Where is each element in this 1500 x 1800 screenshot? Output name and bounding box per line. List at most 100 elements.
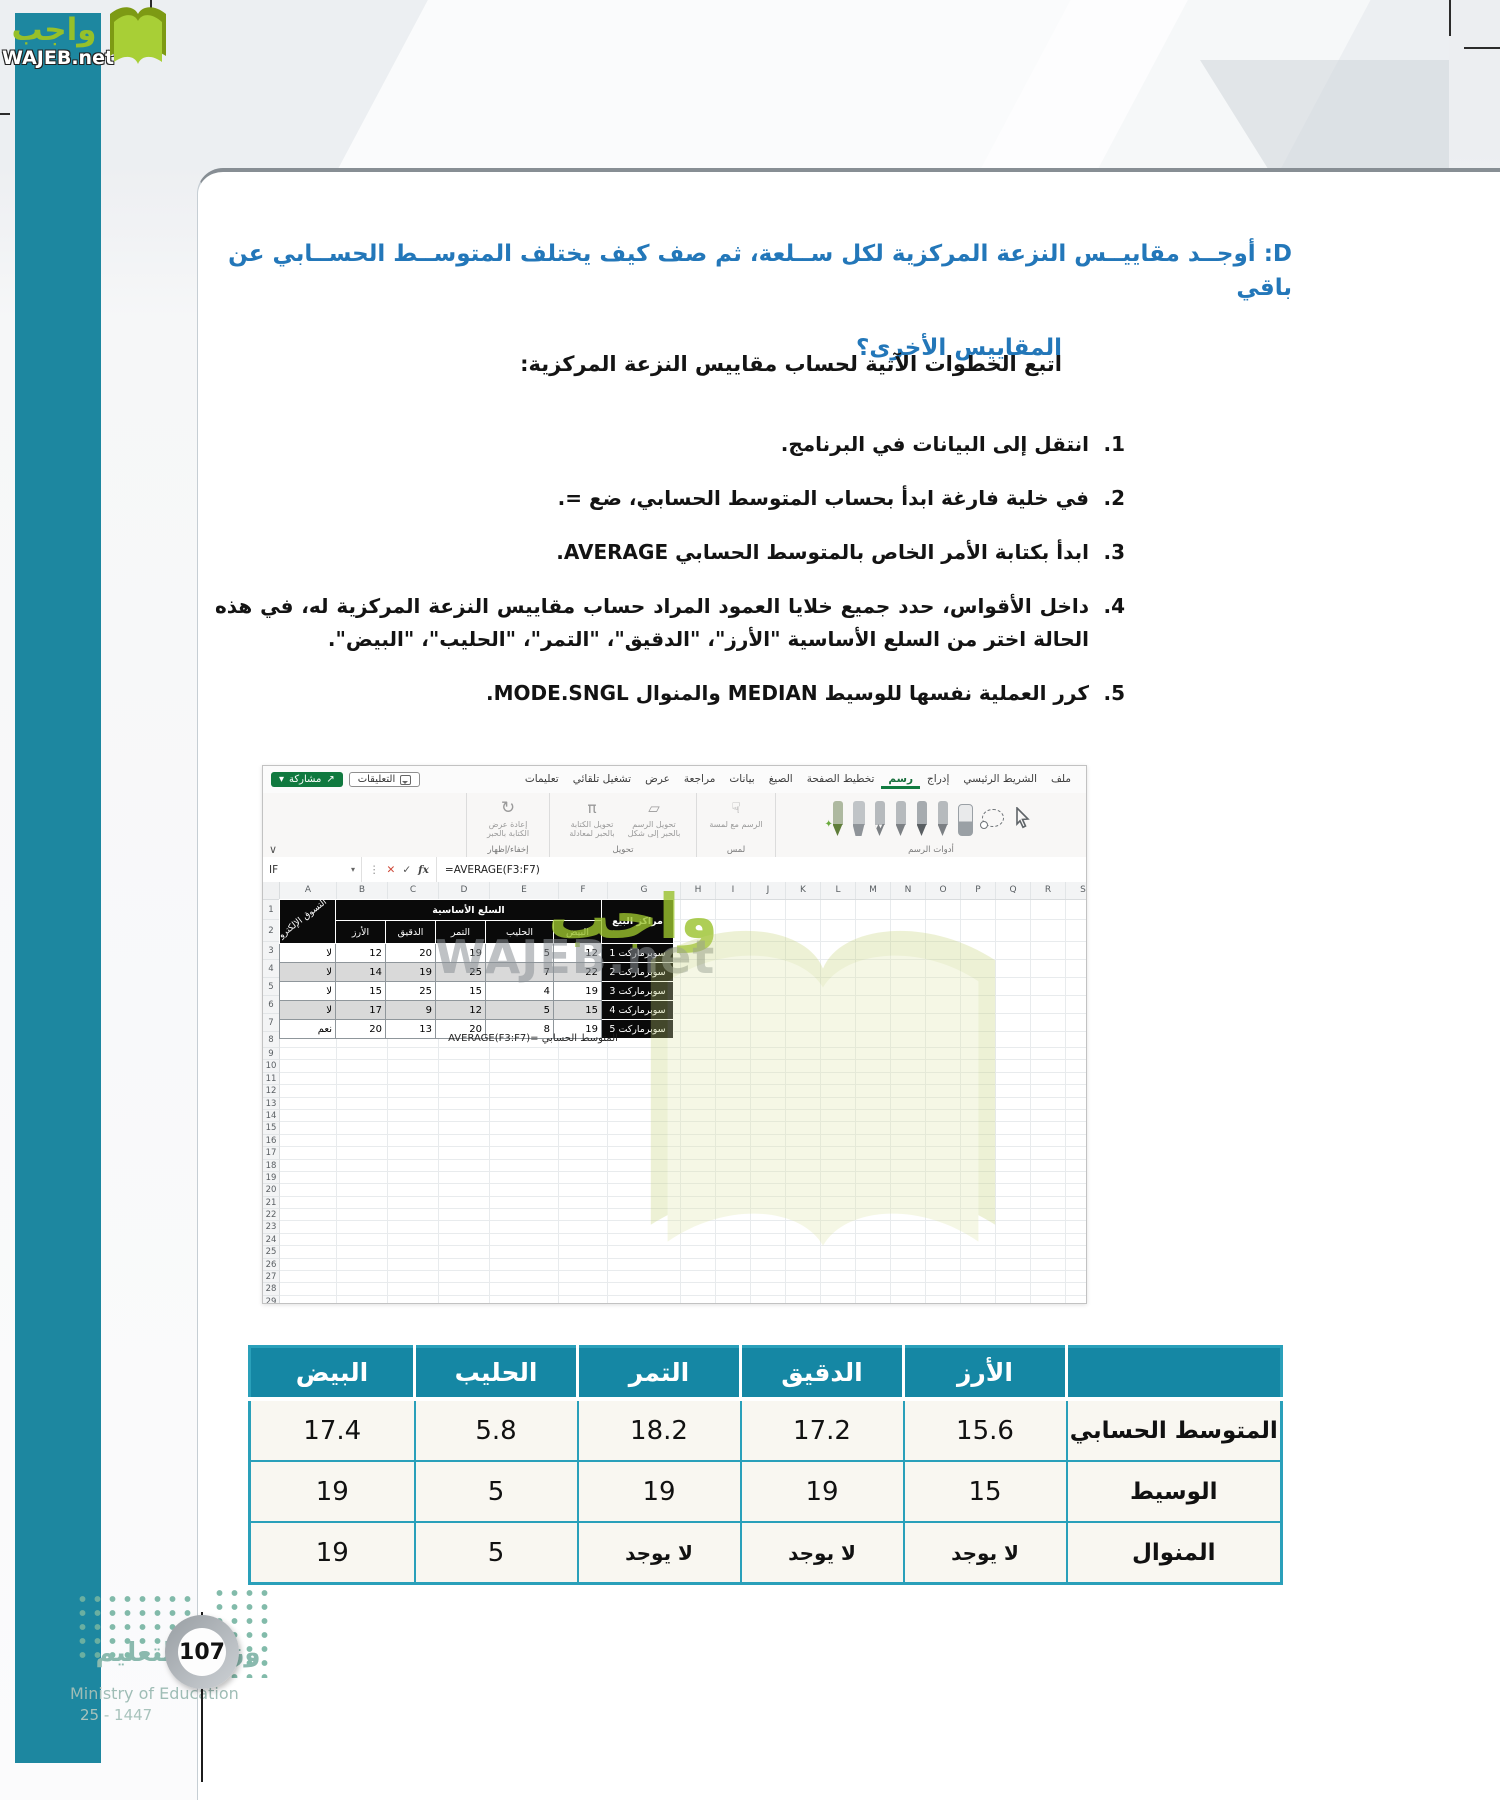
grid-cell[interactable] xyxy=(559,1196,608,1210)
grid-cell[interactable] xyxy=(996,1184,1031,1197)
grid-cell[interactable] xyxy=(716,1196,751,1210)
grid-cell[interactable] xyxy=(961,1295,996,1303)
grid-cell[interactable] xyxy=(439,1048,490,1061)
grid-cell[interactable] xyxy=(608,1109,681,1123)
grid-cell[interactable] xyxy=(337,1147,388,1160)
grid-cell[interactable] xyxy=(821,1283,856,1296)
grid-cell[interactable] xyxy=(751,1109,786,1123)
grid-cell[interactable] xyxy=(786,900,821,920)
grid-cell[interactable] xyxy=(926,1014,961,1032)
grid-cell[interactable] xyxy=(490,1283,559,1296)
grid-cell[interactable] xyxy=(891,1171,926,1185)
grid-cell[interactable] xyxy=(559,1097,608,1110)
grid-cell[interactable] xyxy=(280,1271,337,1284)
grid-cell[interactable] xyxy=(891,1060,926,1073)
grid-cell[interactable] xyxy=(716,1134,751,1148)
value-cell[interactable]: 19 xyxy=(385,962,436,982)
grid-cell[interactable] xyxy=(490,1072,559,1086)
grid-cell[interactable] xyxy=(926,1032,961,1048)
grid-cell[interactable] xyxy=(439,1122,490,1135)
grid-cell[interactable] xyxy=(961,1134,996,1148)
grid-cell[interactable] xyxy=(821,978,856,996)
grid-cell[interactable] xyxy=(751,1097,786,1110)
grid-cell[interactable] xyxy=(280,1147,337,1160)
grid-cell[interactable] xyxy=(337,1122,388,1135)
grid-cell[interactable] xyxy=(716,1246,751,1259)
grid-cell[interactable] xyxy=(891,942,926,960)
grid-cell[interactable] xyxy=(891,1134,926,1148)
grid-cell[interactable] xyxy=(751,942,786,960)
column-header-F[interactable]: F xyxy=(559,882,608,899)
grid-cell[interactable] xyxy=(926,1147,961,1160)
grid-cell[interactable] xyxy=(681,1209,716,1222)
grid-cell[interactable] xyxy=(856,1221,891,1234)
grid-cell[interactable] xyxy=(996,1171,1031,1185)
grid-cell[interactable] xyxy=(926,1184,961,1197)
grid-cell[interactable] xyxy=(1031,1014,1066,1032)
grid-cell[interactable] xyxy=(821,1209,856,1222)
grid-cell[interactable] xyxy=(856,1283,891,1296)
grid-cell[interactable] xyxy=(821,1014,856,1032)
grid-cell[interactable] xyxy=(961,996,996,1014)
grid-cell[interactable] xyxy=(439,1233,490,1247)
value-cell[interactable]: 8 xyxy=(485,1019,554,1039)
grid-cell[interactable] xyxy=(961,1109,996,1123)
grid-cell[interactable] xyxy=(786,1258,821,1272)
grid-cell[interactable] xyxy=(786,1159,821,1172)
grid-cell[interactable] xyxy=(1066,1259,1086,1272)
grid-cell[interactable] xyxy=(716,1085,751,1098)
grid-cell[interactable] xyxy=(786,1097,821,1110)
ribbon-tab-إدراج[interactable]: إدراج xyxy=(927,772,950,785)
grid-cell[interactable] xyxy=(490,1171,559,1185)
grid-cell[interactable] xyxy=(1031,1147,1066,1160)
column-header-N[interactable]: N xyxy=(891,882,926,899)
grid-cell[interactable] xyxy=(439,1109,490,1123)
grid-cell[interactable] xyxy=(821,1060,856,1073)
grid-cell[interactable] xyxy=(280,1184,337,1197)
grid-cell[interactable] xyxy=(681,1184,716,1197)
grid-cell[interactable] xyxy=(1031,1246,1066,1259)
column-header-M[interactable]: M xyxy=(856,882,891,899)
collapse-ribbon-icon[interactable]: ∨ xyxy=(269,843,278,856)
grid-cell[interactable] xyxy=(926,1209,961,1222)
grid-cell[interactable] xyxy=(996,1147,1031,1160)
grid-cell[interactable] xyxy=(280,1060,337,1073)
grid-cell[interactable] xyxy=(961,1246,996,1259)
row-header[interactable]: 12 xyxy=(263,1085,280,1098)
grid-cell[interactable] xyxy=(716,1184,751,1197)
column-header-K[interactable]: K xyxy=(786,882,821,899)
ink-to-math-button[interactable]: π تحويل الكتابة بالحبر لمعادلة xyxy=(569,799,615,838)
grid-cell[interactable] xyxy=(439,1171,490,1185)
row-header[interactable]: 3 xyxy=(263,942,280,960)
grid-cell[interactable] xyxy=(388,1209,439,1222)
online-cell[interactable]: لا xyxy=(279,962,336,982)
grid-cell[interactable] xyxy=(1066,1172,1086,1185)
grid-cell[interactable] xyxy=(490,1032,559,1048)
grid-cell[interactable] xyxy=(716,1283,751,1296)
grid-cell[interactable] xyxy=(716,1159,751,1172)
ribbon-tab-عرض[interactable]: عرض xyxy=(645,772,670,785)
grid-cell[interactable] xyxy=(751,1184,786,1197)
grid-cell[interactable] xyxy=(337,1171,388,1185)
grid-cell[interactable] xyxy=(821,1271,856,1284)
grid-cell[interactable] xyxy=(891,1196,926,1210)
grid-cell[interactable] xyxy=(961,1048,996,1061)
grid-cell[interactable] xyxy=(716,1233,751,1247)
grid-cell[interactable] xyxy=(716,1097,751,1110)
row-header[interactable]: 14 xyxy=(263,1109,280,1123)
grid-cell[interactable] xyxy=(439,1072,490,1086)
grid-cell[interactable] xyxy=(786,1060,821,1073)
grid-cell[interactable] xyxy=(1066,1014,1086,1032)
grid-cell[interactable] xyxy=(751,1085,786,1098)
grid-cell[interactable] xyxy=(821,996,856,1014)
grid-cell[interactable] xyxy=(996,1032,1031,1048)
grid-cell[interactable] xyxy=(1066,1098,1086,1110)
grid-cell[interactable] xyxy=(1031,1221,1066,1234)
grid-cell[interactable] xyxy=(608,1209,681,1222)
grid-cell[interactable] xyxy=(681,900,716,920)
grid-cell[interactable] xyxy=(388,1072,439,1086)
grid-cell[interactable] xyxy=(961,1097,996,1110)
grid-cell[interactable] xyxy=(1031,1171,1066,1185)
grid-cell[interactable] xyxy=(490,1221,559,1234)
grid-cell[interactable] xyxy=(856,978,891,996)
